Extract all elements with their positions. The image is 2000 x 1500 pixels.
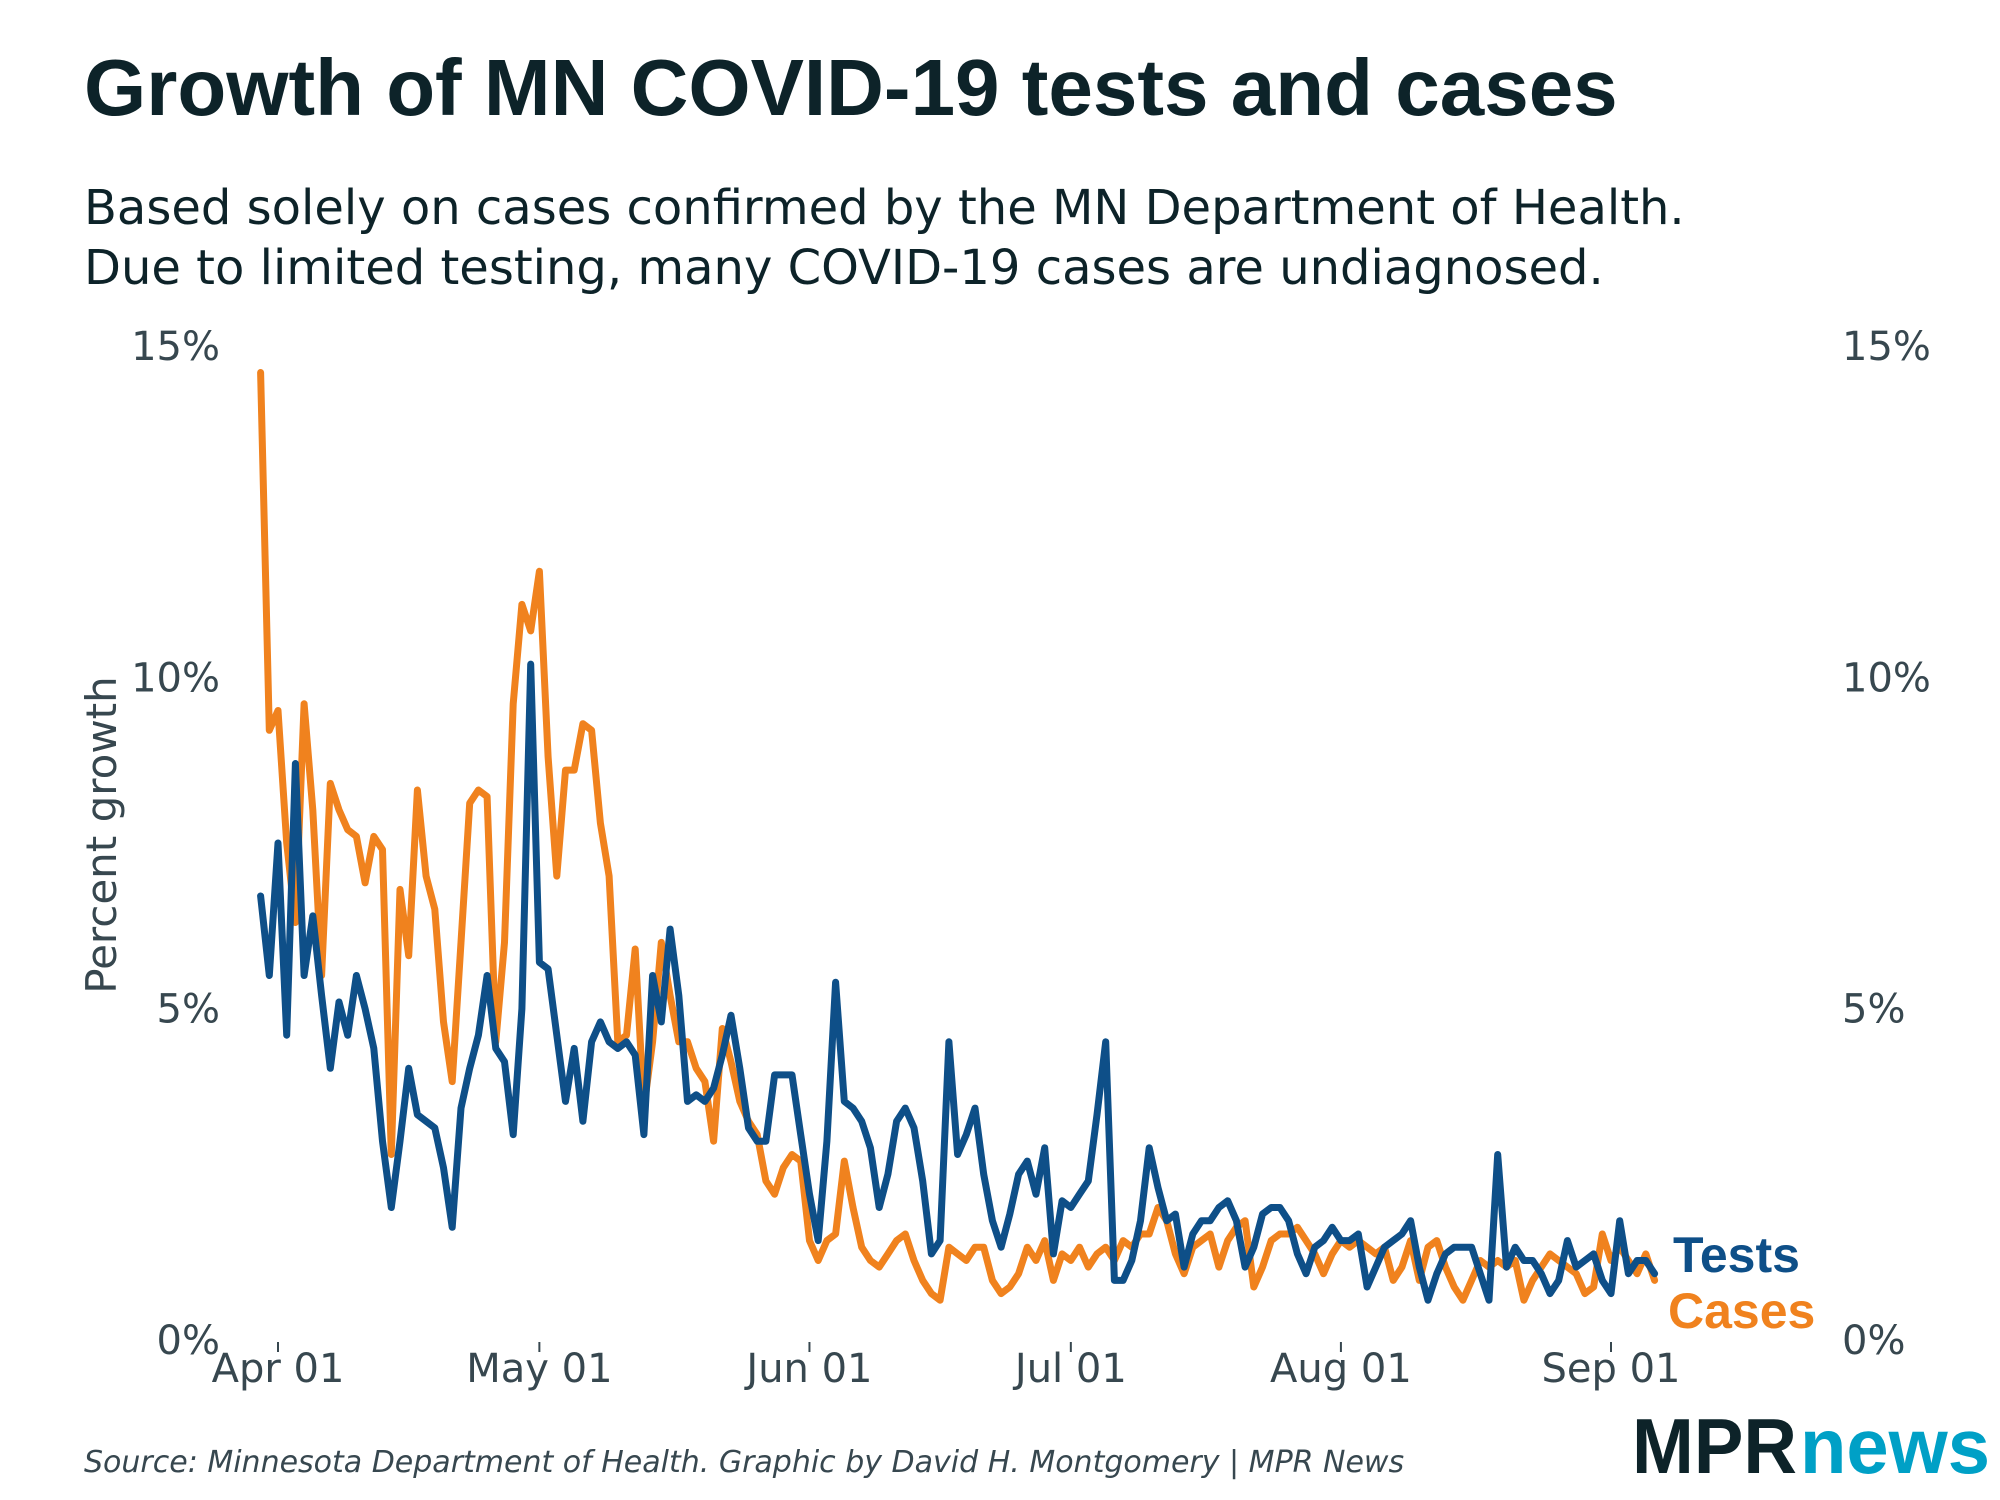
y-tick-label-right: 0% bbox=[1842, 1318, 1905, 1364]
legend-label-cases: Cases bbox=[1668, 1283, 1815, 1339]
chart-title: Growth of MN COVID-19 tests and cases bbox=[84, 43, 1618, 132]
x-tick-label: Sep 01 bbox=[1541, 1346, 1680, 1392]
logo-news: news bbox=[1800, 1402, 1990, 1490]
mpr-news-logo: MPR news bbox=[1632, 1402, 1990, 1490]
x-ticks: Apr 01 May 01 Jun 01 Jul 01 Aug 01 Sep 01 bbox=[212, 1342, 1681, 1392]
logo-mpr: MPR bbox=[1632, 1402, 1797, 1490]
y-ticks-right: 0% 5% 10% 15% bbox=[1842, 324, 1931, 1364]
y-tick-label-left: 0% bbox=[157, 1318, 220, 1364]
source-note: Source: Minnesota Department of Health. … bbox=[84, 1445, 1404, 1480]
series-line-cases bbox=[257, 369, 1659, 1304]
y-tick-label-right: 15% bbox=[1842, 324, 1931, 370]
x-tick-label: Jun 01 bbox=[743, 1346, 872, 1392]
y-ticks-left: 0% 5% 10% 15% bbox=[131, 324, 220, 1364]
series-line-tests bbox=[257, 660, 1659, 1304]
x-tick-label: Apr 01 bbox=[212, 1346, 345, 1392]
chart-subtitle-line-2: Due to limited testing, many COVID-19 ca… bbox=[84, 240, 1604, 296]
y-tick-label-left: 5% bbox=[157, 987, 220, 1033]
y-tick-label-right: 10% bbox=[1842, 655, 1931, 701]
x-tick-label: May 01 bbox=[466, 1346, 612, 1392]
y-tick-label-right: 5% bbox=[1842, 987, 1905, 1033]
x-tick-label: Aug 01 bbox=[1270, 1346, 1412, 1392]
legend-label-tests: Tests bbox=[1673, 1227, 1800, 1283]
series-lines bbox=[257, 369, 1659, 1304]
x-tick-label: Jul 01 bbox=[1012, 1346, 1127, 1392]
y-tick-label-left: 10% bbox=[131, 655, 220, 701]
y-tick-label-left: 15% bbox=[131, 324, 220, 370]
y-axis-label: Percent growth bbox=[77, 676, 126, 994]
chart-subtitle-line-1: Based solely on cases confirmed by the M… bbox=[84, 180, 1685, 236]
